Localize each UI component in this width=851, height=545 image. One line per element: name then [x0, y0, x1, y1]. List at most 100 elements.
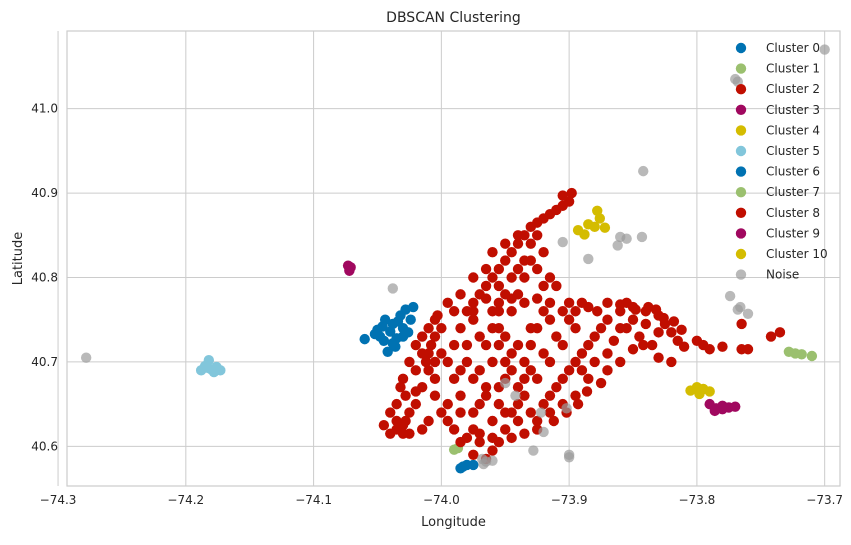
point-cluster-8: [563, 365, 575, 376]
point-cluster-8: [385, 428, 396, 439]
point-cluster-8: [436, 407, 447, 418]
legend-label: Cluster 5: [766, 144, 820, 158]
point-cluster-8: [506, 432, 517, 444]
series-cluster-6: [455, 459, 479, 474]
point-cluster-6: [468, 459, 479, 471]
point-cluster-8: [410, 339, 422, 351]
x-tick-label: −73.8: [679, 493, 716, 507]
point-cluster-8: [474, 428, 485, 439]
point-cluster-8: [436, 322, 447, 334]
legend-label: Cluster 4: [766, 123, 820, 137]
x-tick-labels: −74.3 −74.2 −74.1 −74.0 −73.9 −73.8 −73.7: [40, 493, 843, 507]
series-cluster-7: [783, 346, 818, 362]
point-cluster-9: [717, 400, 728, 412]
legend-label: Cluster 6: [766, 165, 820, 179]
legend-marker: [735, 166, 747, 177]
point-cluster-8: [519, 297, 530, 309]
point-noise: [583, 253, 594, 265]
point-cluster-8: [676, 324, 687, 336]
point-cluster-8: [525, 365, 536, 376]
point-cluster-8: [557, 339, 568, 351]
point-cluster-8: [525, 322, 536, 334]
plot-frame: [66, 30, 841, 487]
point-cluster-8: [487, 322, 498, 334]
point-cluster-8: [602, 314, 613, 325]
point-cluster-10: [704, 386, 715, 397]
point-cluster-8: [634, 331, 645, 342]
point-cluster-4: [594, 213, 605, 224]
x-tick-label: −74.1: [295, 493, 332, 507]
point-cluster-8: [538, 306, 549, 317]
point-cluster-8: [391, 398, 402, 410]
legend-marker: [735, 248, 747, 260]
point-cluster-8: [595, 322, 607, 334]
point-cluster-8: [480, 339, 492, 351]
point-cluster-8: [704, 344, 715, 355]
point-cluster-8: [455, 365, 466, 376]
point-cluster-8: [544, 407, 556, 418]
point-cluster-8: [658, 312, 669, 324]
point-cluster-2: [474, 398, 485, 410]
point-cluster-8: [480, 280, 492, 292]
point-cluster-8: [474, 331, 485, 342]
legend-marker: [735, 63, 747, 74]
point-noise: [477, 453, 488, 465]
point-cluster-8: [638, 339, 649, 351]
point-cluster-8: [512, 339, 524, 351]
series-cluster-2: [468, 314, 511, 410]
point-cluster-8: [548, 415, 559, 427]
point-cluster-8: [666, 327, 677, 338]
point-cluster-8: [391, 415, 402, 427]
point-cluster-8: [544, 297, 556, 309]
point-cluster-8: [668, 316, 680, 327]
point-cluster-8: [506, 306, 517, 317]
point-noise: [557, 236, 568, 248]
point-noise: [742, 308, 754, 319]
point-cluster-8: [519, 255, 530, 266]
point-cluster-8: [589, 356, 600, 368]
point-cluster-0: [408, 301, 419, 313]
point-cluster-8: [581, 386, 593, 397]
point-cluster-8: [538, 280, 549, 292]
y-tick-label: 40.6: [31, 439, 58, 453]
point-cluster-9: [709, 405, 720, 417]
point-noise: [500, 377, 511, 389]
point-cluster-8: [519, 373, 530, 384]
point-cluster-8: [512, 230, 524, 241]
point-cluster-8: [429, 331, 441, 342]
point-cluster-8: [429, 373, 441, 384]
point-cluster-8: [474, 365, 485, 376]
point-noise: [80, 352, 92, 363]
legend-marker: [735, 84, 747, 95]
point-cluster-7: [796, 349, 807, 360]
point-cluster-8: [468, 306, 479, 317]
y-axis-label: Latitude: [11, 232, 26, 286]
point-cluster-8: [493, 398, 505, 410]
point-cluster-8: [544, 314, 556, 325]
point-cluster-8: [531, 293, 543, 304]
point-cluster-8: [487, 272, 498, 283]
point-cluster-8: [448, 306, 460, 317]
point-cluster-8: [448, 339, 460, 351]
point-cluster-8: [583, 339, 594, 351]
point-cluster-8: [455, 390, 466, 401]
point-cluster-8: [506, 348, 517, 359]
point-cluster-8: [538, 348, 549, 359]
point-cluster-8: [736, 318, 747, 330]
point-cluster-8: [602, 365, 613, 376]
point-cluster-8: [563, 297, 575, 309]
point-cluster-8: [493, 280, 505, 292]
x-tick-label: −74.2: [167, 493, 204, 507]
point-cluster-8: [551, 331, 562, 342]
point-cluster-4: [579, 229, 590, 240]
legend-label: Cluster 9: [766, 226, 820, 240]
point-cluster-8: [480, 382, 492, 393]
point-cluster-4: [599, 222, 611, 233]
point-cluster-8: [397, 428, 409, 439]
point-cluster-8: [487, 356, 498, 368]
point-cluster-8: [455, 436, 466, 448]
point-cluster-8: [429, 390, 441, 401]
point-cluster-8: [519, 428, 530, 439]
series-cluster-9: [704, 398, 741, 417]
